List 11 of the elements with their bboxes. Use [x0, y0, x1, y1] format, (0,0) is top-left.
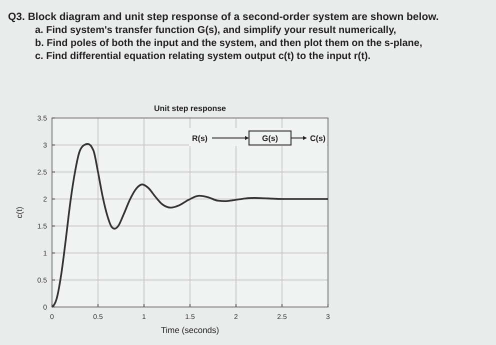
annotation: R(s)	[192, 134, 208, 143]
text: Q3. Block diagram and unit step response of a second-order system are shown below.	[8, 11, 439, 23]
text: b. Find poles of both the input and the system, and then plot them on the s-plane,	[35, 38, 422, 49]
annotation: C(s)	[310, 134, 326, 143]
y-axis-title: c(t)	[15, 206, 24, 218]
line-series	[51, 143, 329, 308]
text: c. Find differential equation relating system output c(t) to the input r(t).	[35, 51, 371, 62]
text: a. Find system's transfer function G(s), and simplify your result numerically,	[35, 25, 396, 36]
chart-title: Unit step response	[154, 104, 227, 113]
x-axis-title: Time (seconds)	[160, 325, 220, 335]
annotation: G(s)	[262, 134, 278, 143]
